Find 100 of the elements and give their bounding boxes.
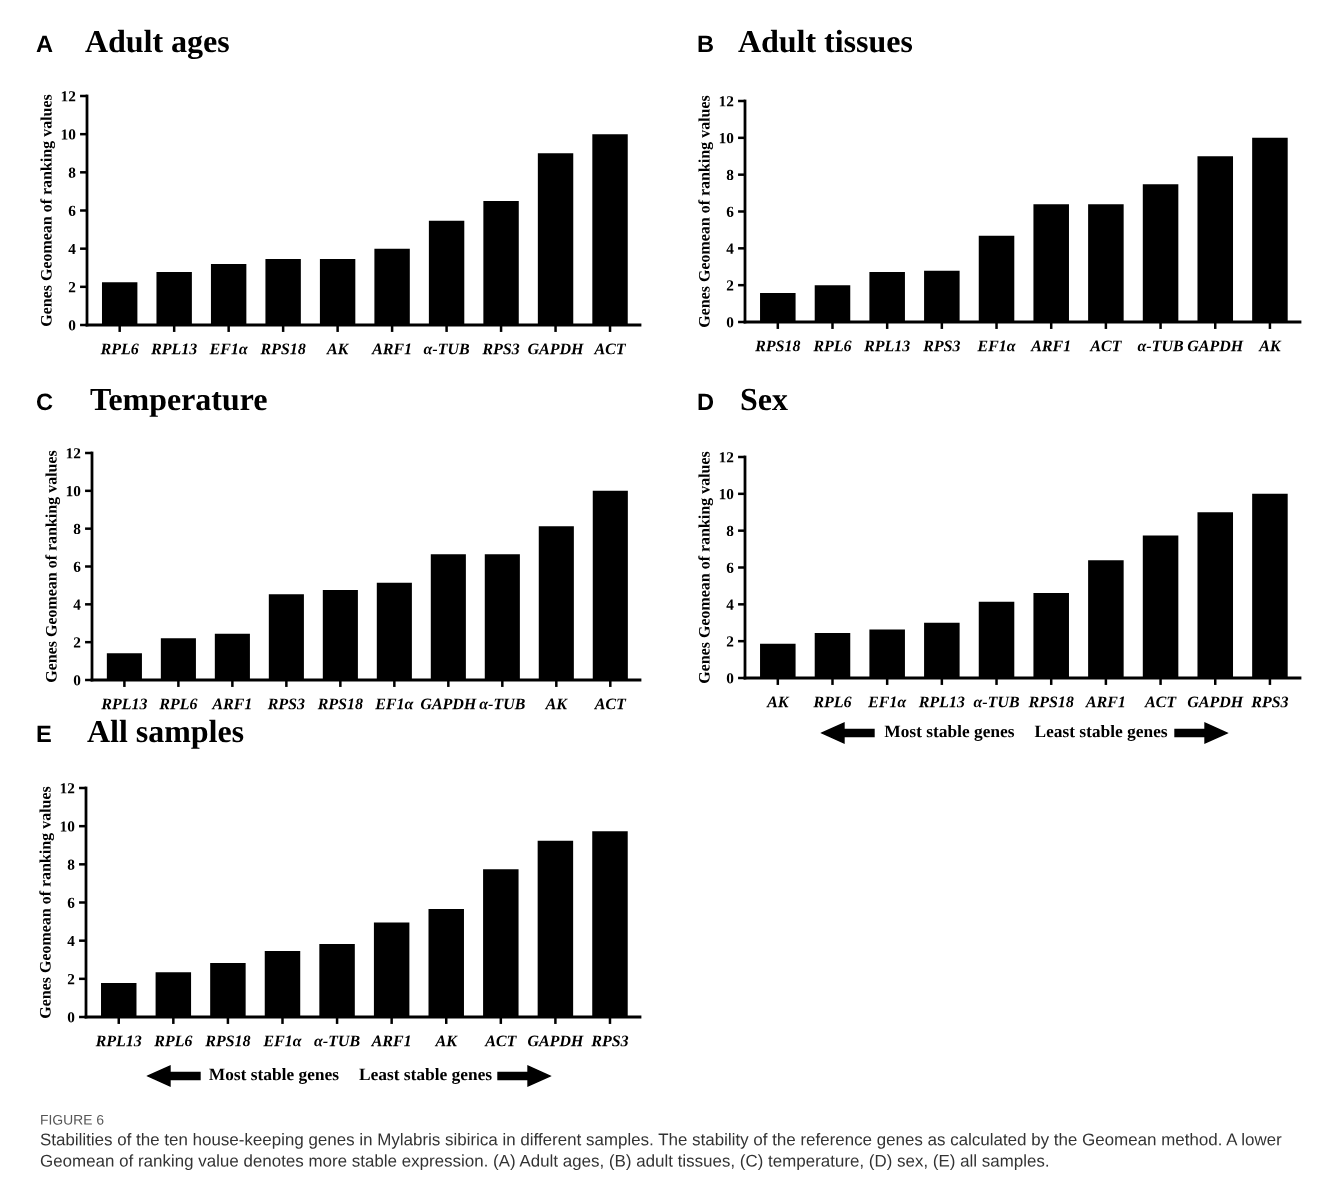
y-tick-label: 6 xyxy=(726,562,734,573)
y-tick-label: 0 xyxy=(726,317,734,328)
y-tick-label: 8 xyxy=(726,169,734,181)
y-axis-title: Genes Geomean of ranking values xyxy=(698,95,714,327)
x-tick-label: AK xyxy=(766,696,790,708)
x-tick-label: RPL13 xyxy=(101,698,148,710)
text: Stabilities of the ten house-keeping genes in Mylabris sibirica in different samples. The stability of the reference genes as calculated by the Geomean method. A lower Geomean of ranking value denotes more stable expression. (A) Adult ages, (B) adult tissues, (C) temperature, (D) sex, (E) all samples. xyxy=(40,1133,1282,1171)
x-tick-label: RPL13 xyxy=(95,1035,142,1047)
x-tick-label: RPS3 xyxy=(923,340,961,352)
text: E xyxy=(37,725,51,742)
x-tick-label: RPS3 xyxy=(1251,696,1289,708)
y-tick-label: 8 xyxy=(726,525,734,537)
x-tick-label: RPL6 xyxy=(100,343,139,355)
y-tick-label: 0 xyxy=(726,673,734,684)
y-tick-label: 8 xyxy=(68,167,76,178)
text: Least stable genes xyxy=(1034,725,1168,741)
chart-title: Adult tissues xyxy=(738,29,913,53)
y-tick-label: 4 xyxy=(68,243,76,254)
text: Least stable genes xyxy=(359,1068,492,1084)
y-tick-label: 2 xyxy=(68,282,76,293)
x-tick-label: ACT xyxy=(484,1035,517,1047)
text: Most stable genes xyxy=(209,1068,339,1084)
x-tick-label: RPL6 xyxy=(813,696,852,708)
x-tick-label: AK xyxy=(544,698,568,710)
x-tick-label: RPL13 xyxy=(918,696,965,708)
x-tick-label: α-TUB xyxy=(314,1035,360,1047)
y-tick-label: 6 xyxy=(68,205,76,216)
y-tick-label: 4 xyxy=(726,243,734,254)
x-tick-label: ACT xyxy=(593,343,627,355)
y-tick-label: 4 xyxy=(726,599,734,610)
chart-title: Sex xyxy=(741,388,788,411)
x-tick-label: GAPDH xyxy=(527,1035,584,1047)
x-tick-label: EF1α xyxy=(209,343,248,355)
x-tick-label: GAPDH xyxy=(420,698,477,710)
y-tick-label: 2 xyxy=(726,636,734,647)
y-axis-title: Genes Geomean of ranking values xyxy=(698,451,714,683)
x-tick-label: RPS18 xyxy=(317,698,363,710)
y-tick-label: 8 xyxy=(73,523,81,535)
y-tick-label: 10 xyxy=(61,129,76,140)
x-tick-label: ACT xyxy=(1144,696,1177,708)
x-tick-label: ARF1 xyxy=(371,343,411,355)
y-tick-label: 10 xyxy=(719,132,734,144)
y-tick-label: 0 xyxy=(68,320,76,331)
x-tick-label: RPL6 xyxy=(154,1035,193,1047)
y-tick-label: 4 xyxy=(73,599,81,610)
y-tick-label: 2 xyxy=(73,637,81,648)
x-tick-label: EF1α xyxy=(867,696,907,708)
y-tick-label: 4 xyxy=(67,935,75,946)
x-tick-label: EF1α xyxy=(263,1035,302,1047)
x-tick-label: ARF1 xyxy=(211,698,251,710)
x-tick-label: RPS3 xyxy=(591,1035,629,1047)
y-axis-title: Genes Geomean of ranking values xyxy=(40,94,56,326)
x-tick-label: RPL6 xyxy=(159,698,198,710)
text: D xyxy=(698,393,714,410)
y-tick-label: 12 xyxy=(61,91,76,102)
y-tick-label: 8 xyxy=(67,859,75,870)
x-tick-label: AK xyxy=(326,343,350,355)
x-tick-label: GAPDH xyxy=(1187,340,1244,352)
chart-title: All samples xyxy=(87,719,244,749)
x-tick-label: ARF1 xyxy=(1030,340,1070,352)
chart-title: Temperature xyxy=(90,389,267,417)
text: A xyxy=(36,35,53,52)
x-tick-label: RPS18 xyxy=(205,1035,251,1047)
text: B xyxy=(698,35,713,52)
x-tick-label: EF1α xyxy=(977,340,1016,352)
text: Most stable genes xyxy=(884,725,1015,741)
y-tick-label: 6 xyxy=(726,206,734,217)
x-tick-label: α-TUB xyxy=(423,343,470,355)
x-tick-label: RPS3 xyxy=(482,343,520,355)
y-tick-label: 12 xyxy=(719,452,734,463)
x-tick-label: GAPDH xyxy=(1187,696,1244,708)
x-tick-label: ACT xyxy=(1089,340,1122,352)
y-tick-label: 2 xyxy=(726,280,734,291)
y-tick-label: 6 xyxy=(73,561,81,572)
y-tick-label: 12 xyxy=(66,448,81,459)
y-tick-label: 0 xyxy=(73,675,81,686)
chart-title: Adult ages xyxy=(85,29,229,60)
text: C xyxy=(36,393,53,411)
y-axis-title: Genes Geomean of ranking values xyxy=(45,450,61,682)
x-tick-label: RPL6 xyxy=(813,340,852,352)
y-axis-title: Genes Geomean of ranking values xyxy=(39,786,55,1018)
x-tick-label: EF1α xyxy=(375,698,414,710)
y-tick-label: 0 xyxy=(67,1012,75,1023)
y-tick-label: 2 xyxy=(67,974,75,985)
x-tick-label: GAPDH xyxy=(528,343,584,355)
x-tick-label: RPL13 xyxy=(864,340,910,352)
x-tick-label: AK xyxy=(434,1035,458,1047)
x-tick-label: α-TUB xyxy=(479,698,525,710)
x-tick-label: ARF1 xyxy=(370,1035,411,1047)
caption: FIGURE 6 xyxy=(41,1114,104,1125)
x-tick-label: RPS18 xyxy=(1028,696,1074,708)
x-tick-label: RPS18 xyxy=(260,343,306,355)
x-tick-label: RPS3 xyxy=(267,698,305,710)
x-tick-label: AK xyxy=(1258,340,1282,352)
x-tick-label: RPL13 xyxy=(151,343,197,355)
y-tick-label: 10 xyxy=(719,488,734,500)
x-tick-label: ACT xyxy=(593,698,627,710)
y-tick-label: 12 xyxy=(60,783,75,794)
y-tick-label: 12 xyxy=(719,96,734,107)
x-tick-label: ARF1 xyxy=(1085,696,1125,708)
